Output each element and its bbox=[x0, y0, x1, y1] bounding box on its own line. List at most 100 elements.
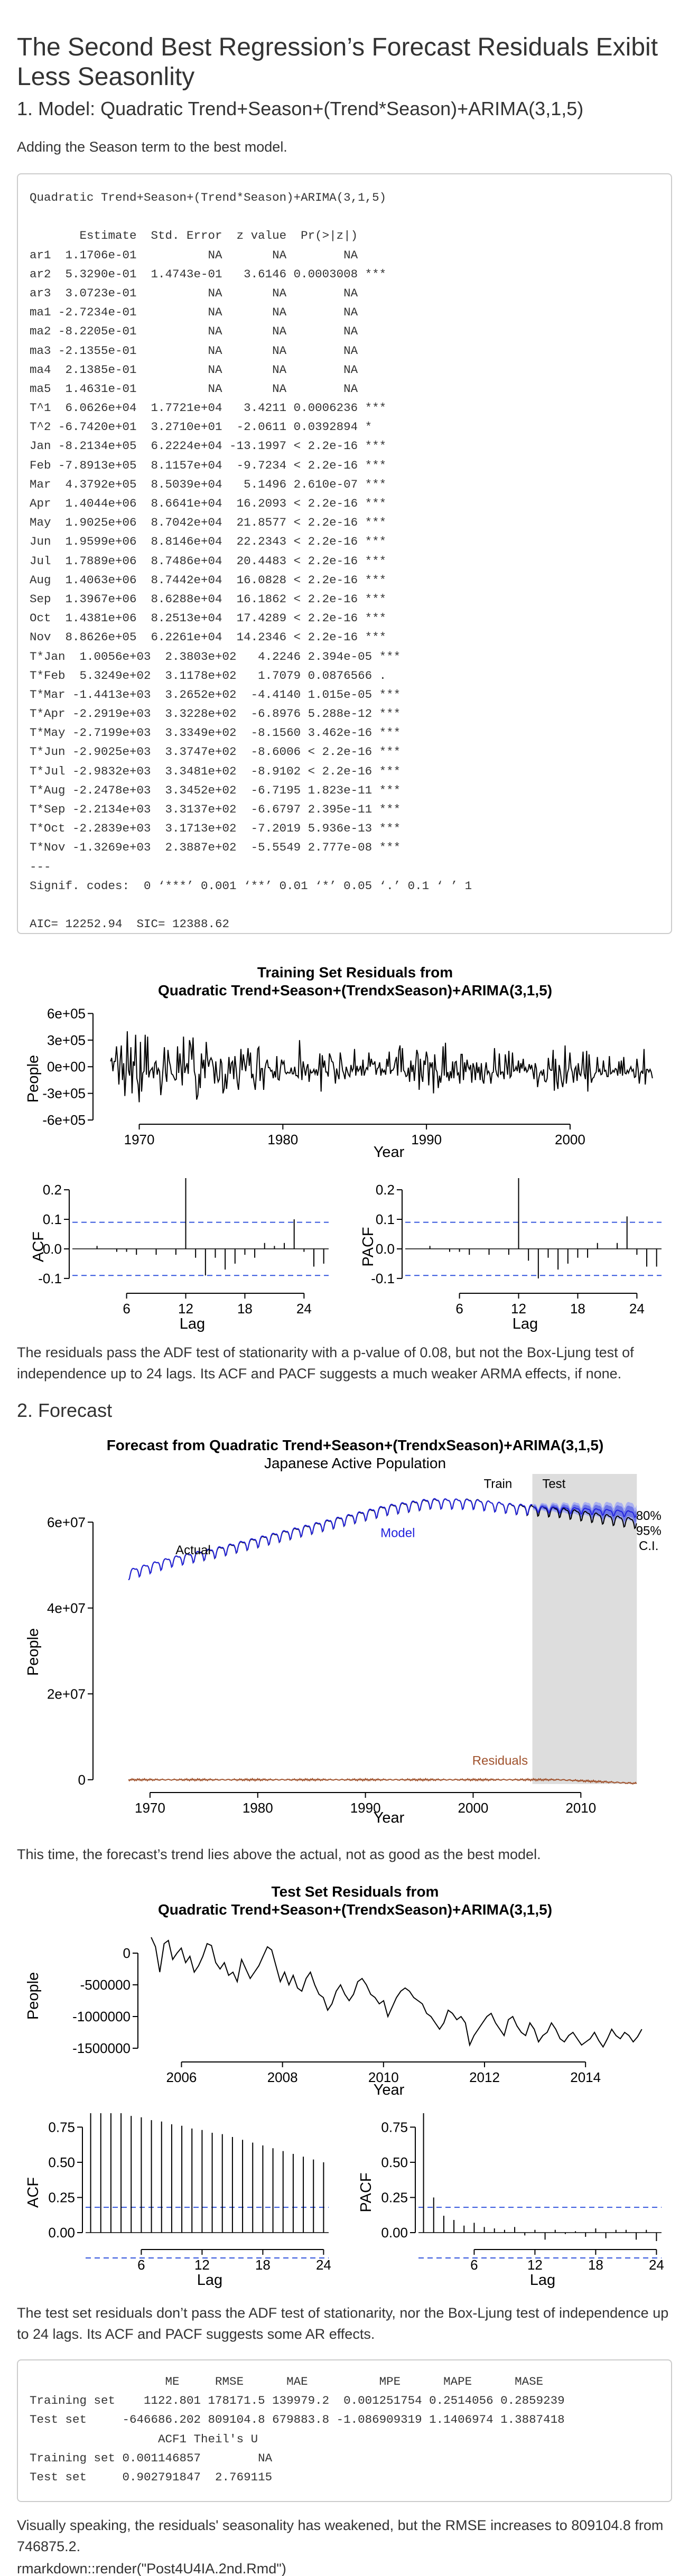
forecast-paragraph: This time, the forecast’s trend lies abo… bbox=[17, 1846, 541, 1862]
model-output-line: T*Mar -1.4413e+03 3.2652e+02 -4.4140 1.0… bbox=[30, 687, 401, 702]
x-axis-label: Year bbox=[374, 2082, 405, 2098]
y-tick-label: 0.00 bbox=[381, 2225, 408, 2241]
model-output-line bbox=[30, 895, 659, 914]
model-output-line bbox=[30, 207, 659, 226]
x-tick-label: 6 bbox=[123, 1301, 130, 1317]
plot-area: 0.2 0.1 0.0 -0.1 6 12 18 24 bbox=[371, 1178, 662, 1317]
ci-80-label: 80% bbox=[636, 1509, 662, 1523]
y-tick-label: 0.25 bbox=[48, 2189, 75, 2205]
x-tick-label: 1970 bbox=[135, 1800, 165, 1816]
accuracy-output-block: ME RMSE MAE MPE MAPE MASE Training set 11… bbox=[17, 2359, 672, 2502]
chart-title-line1: Forecast from Quadratic Trend+Season+(Tr… bbox=[107, 1437, 604, 1453]
page-title: The Second Best Regression’s Forecast Re… bbox=[17, 33, 658, 91]
y-tick-label: 0.75 bbox=[48, 2119, 75, 2135]
model-output-line: T*Aug -2.2478e+03 3.3452e+02 -6.7195 1.8… bbox=[30, 783, 401, 797]
model-output-line: T*Jul -2.9832e+03 3.3481e+02 -8.9102 < 2… bbox=[30, 764, 401, 778]
x-tick-label: 2010 bbox=[368, 2069, 399, 2085]
test-paragraph: The test set residuals don’t pass the AD… bbox=[17, 2305, 669, 2342]
x-tick-label: 6 bbox=[455, 1301, 463, 1317]
test-pacf-chart: PACF Lag 0.75 0.50 0.25 0.00 6 12 18 24 bbox=[358, 2113, 664, 2289]
y-tick-label: 0 bbox=[123, 1945, 131, 1961]
model-output-line: Signif. codes: 0 ‘***’ 0.001 ‘**’ 0.01 ‘… bbox=[30, 879, 472, 893]
accuracy-output-line: Test set 0.902791847 2.769115 bbox=[30, 2470, 273, 2484]
model-output-line: ma4 2.1385e-01 NA NA NA bbox=[30, 362, 358, 377]
model-output-line: T^1 6.0626e+04 1.7721e+04 3.4211 0.00062… bbox=[30, 401, 387, 415]
x-tick-label: 1980 bbox=[267, 1132, 298, 1147]
accuracy-output-line: Test set -646686.202 809104.8 679883.8 -… bbox=[30, 2413, 565, 2427]
accuracy-output-line: Training set 1122.801 178171.5 139979.2 … bbox=[30, 2394, 565, 2408]
x-tick-label: 2008 bbox=[267, 2069, 298, 2085]
x-axis-label: Lag bbox=[530, 2272, 555, 2289]
y-axis-label: PACF bbox=[358, 2172, 375, 2212]
model-output-block: Quadratic Trend+Season+(Trend*Season)+AR… bbox=[17, 173, 672, 934]
y-tick-label: 0.25 bbox=[381, 2189, 408, 2205]
x-tick-label: 6 bbox=[470, 2257, 478, 2273]
test-label: Test bbox=[542, 1477, 565, 1491]
x-tick-label: 2012 bbox=[469, 2069, 500, 2085]
training-pacf-chart: PACF Lag 0.2 0.1 0.0 -0.1 6 12 18 24 bbox=[360, 1178, 662, 1332]
x-axis-label: Year bbox=[374, 1144, 405, 1161]
x-tick-label: 18 bbox=[588, 2257, 603, 2273]
residuals-series-line bbox=[128, 1777, 637, 1785]
series-line bbox=[110, 1031, 653, 1103]
ci-95-label: 95% bbox=[636, 1524, 662, 1538]
residuals-paragraph: The residuals pass the ADF test of stati… bbox=[17, 1345, 634, 1382]
accuracy-output-line: Training set 0.001146857 NA bbox=[30, 2451, 273, 2465]
y-tick-label: 0.2 bbox=[376, 1182, 395, 1198]
model-output-line: Jul 1.7889e+06 8.7486e+04 20.4483 < 2.2e… bbox=[30, 554, 387, 568]
model-output-line: T*Sep -2.2134e+03 3.3137e+02 -6.6797 2.3… bbox=[30, 802, 401, 816]
model-output-line: Mar 4.3792e+05 8.5039e+04 5.1496 2.610e-… bbox=[30, 477, 387, 491]
model-output-line: ma3 -2.1355e-01 NA NA NA bbox=[30, 343, 358, 358]
residuals-label: Residuals bbox=[472, 1753, 528, 1768]
y-axis-label: ACF bbox=[30, 1231, 47, 1262]
x-axis-label: Year bbox=[374, 1809, 405, 1826]
x-tick-label: 12 bbox=[194, 2257, 210, 2273]
y-tick-label: -500000 bbox=[80, 1977, 131, 1993]
y-tick-label: 6e+07 bbox=[47, 1514, 86, 1530]
y-tick-label: -1500000 bbox=[72, 2040, 131, 2056]
ci-80-band bbox=[533, 1504, 637, 1523]
model-output-line: --- bbox=[30, 860, 51, 874]
render-command-text: rmarkdown::render("Post4U4IA.2nd.Rmd") bbox=[17, 2561, 286, 2576]
model-output-line: Jun 1.9599e+06 8.8146e+04 22.2343 < 2.2e… bbox=[30, 535, 387, 549]
forecast-series-line bbox=[533, 1506, 637, 1518]
y-tick-label: 0.1 bbox=[376, 1211, 395, 1227]
y-tick-label: 0.50 bbox=[48, 2154, 75, 2170]
section-heading-model: 1. Model: Quadratic Trend+Season+(Trend*… bbox=[17, 98, 584, 119]
y-tick-label: 0.00 bbox=[48, 2225, 75, 2241]
x-tick-label: 2000 bbox=[458, 1800, 489, 1816]
model-output-line: Jan -8.2134e+05 6.2224e+04 -13.1997 < 2.… bbox=[30, 439, 387, 453]
y-axis-label: PACF bbox=[360, 1227, 377, 1266]
model-output-line: Sep 1.3967e+06 8.6288e+04 16.1862 < 2.2e… bbox=[30, 592, 387, 606]
actual-label: Actual bbox=[175, 1543, 211, 1557]
y-tick-label: 2e+07 bbox=[47, 1686, 86, 1702]
section-heading-forecast: 2. Forecast bbox=[17, 1399, 113, 1421]
x-axis-label: Lag bbox=[513, 1315, 538, 1332]
model-label: Model bbox=[380, 1526, 415, 1541]
y-tick-label: -1000000 bbox=[72, 2009, 131, 2024]
x-tick-label: 1990 bbox=[411, 1132, 442, 1147]
intro-text: Adding the Season term to the best model… bbox=[17, 139, 287, 155]
y-tick-label: 0.0 bbox=[376, 1241, 395, 1257]
model-output-line: T^2 -6.7420e+01 3.2710e+01 -2.0611 0.039… bbox=[30, 420, 373, 434]
y-tick-label: -0.1 bbox=[371, 1271, 395, 1286]
x-tick-label: 24 bbox=[649, 2257, 664, 2273]
x-tick-label: 6 bbox=[137, 2257, 145, 2273]
y-tick-label: 3e+05 bbox=[47, 1032, 86, 1048]
model-output-line: Quadratic Trend+Season+(Trend*Season)+AR… bbox=[30, 191, 387, 204]
y-tick-label: 0.50 bbox=[381, 2154, 408, 2170]
training-acf-chart: ACF Lag 0.2 0.1 0.0 -0.1 6 12 18 24 bbox=[30, 1178, 329, 1332]
x-tick-label: 18 bbox=[255, 2257, 271, 2273]
forecast-chart: Forecast from Quadratic Trend+Season+(Tr… bbox=[25, 1437, 662, 1826]
y-tick-label: 4e+07 bbox=[47, 1600, 86, 1616]
conclusion-paragraph: Visually speaking, the residuals' season… bbox=[17, 2517, 664, 2554]
plot-area: 6e+05 3e+05 0e+00 -3e+05 -6e+05 1970 1980 1990 2… bbox=[42, 1005, 653, 1147]
y-tick-label: 0.2 bbox=[43, 1182, 62, 1198]
x-axis-label: Lag bbox=[197, 2272, 222, 2289]
model-output-line: ar3 3.0723e-01 NA NA NA bbox=[30, 286, 358, 300]
y-tick-label: 0.75 bbox=[381, 2119, 408, 2135]
accuracy-output-text: ME RMSE MAE MPE MAPE MASE Training set 11… bbox=[30, 2372, 659, 2487]
x-tick-label: 12 bbox=[527, 2257, 543, 2273]
model-output-line: Feb -7.8913e+05 8.1157e+04 -9.7234 < 2.2… bbox=[30, 458, 387, 472]
model-output-line: May 1.9025e+06 8.7042e+04 21.8577 < 2.2e… bbox=[30, 516, 387, 530]
